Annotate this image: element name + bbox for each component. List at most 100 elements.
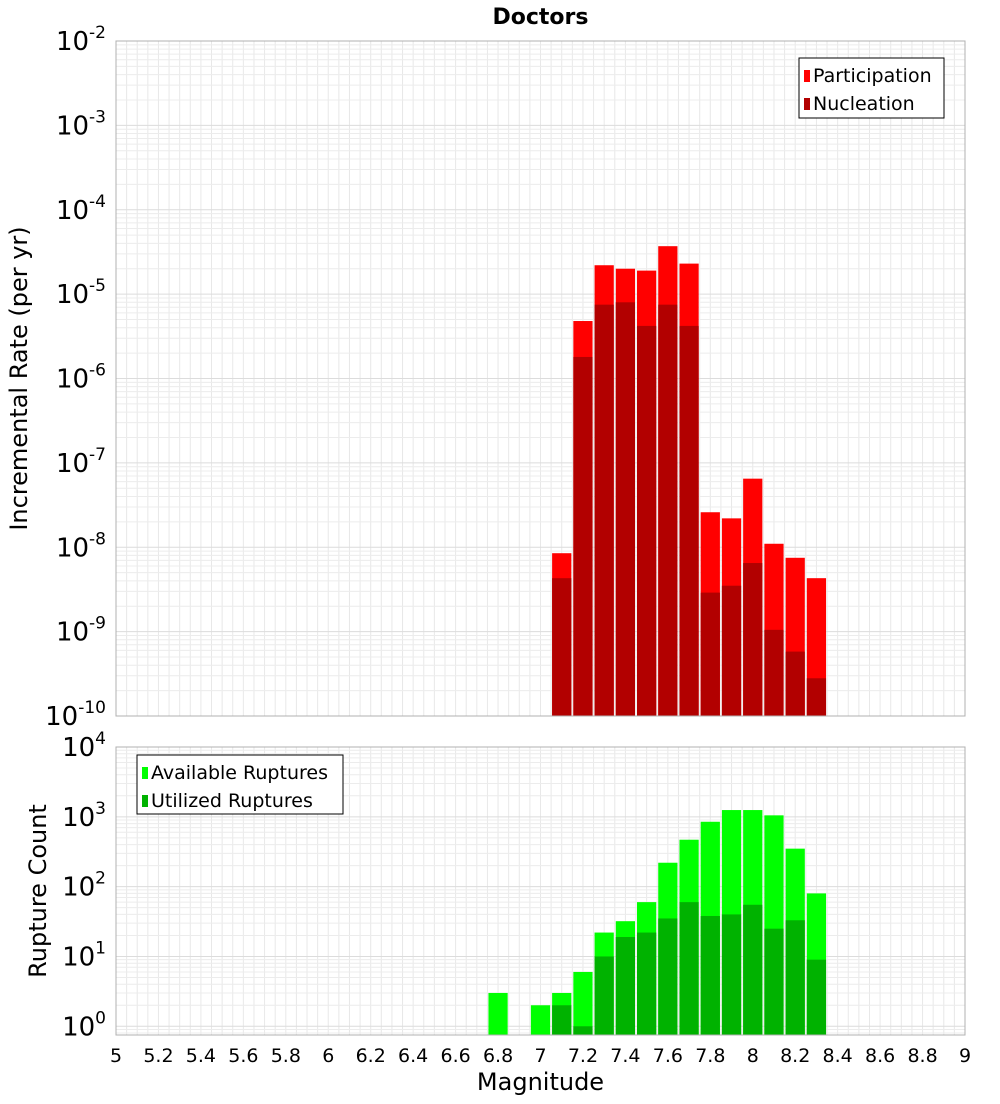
- top-ytick-exponent: -6: [89, 361, 106, 381]
- top-bar: [785, 651, 805, 716]
- top-ytick-label: 10-4: [56, 192, 106, 226]
- bottom-plot-frame: [115, 746, 966, 1036]
- bottom-legend-label: Utilized Ruptures: [151, 790, 313, 812]
- bottom-bar: [700, 915, 720, 1035]
- top-plot-frame: [115, 40, 966, 717]
- x-axis-label: Magnitude: [477, 1068, 604, 1096]
- bottom-ytick-exponent: 0: [95, 1008, 106, 1028]
- bottom-ytick-exponent: 3: [95, 799, 106, 819]
- bottom-legend: Available Ruptures Utilized Ruptures: [136, 754, 344, 815]
- top-legend-label: Nucleation: [813, 93, 915, 115]
- top-ytick-exponent: -9: [89, 614, 106, 634]
- x-tick-label: 8.4: [823, 1045, 853, 1067]
- top-bar: [721, 585, 742, 716]
- x-tick-label: 5.2: [143, 1045, 173, 1067]
- bottom-bar: [615, 936, 636, 1035]
- bottom-ytick-base: 10: [62, 1012, 95, 1042]
- top-legend-swatch: [804, 70, 810, 82]
- bottom-ytick-label: 103: [62, 799, 106, 833]
- bottom-bar: [573, 1026, 593, 1035]
- bottom-ytick-base: 10: [62, 733, 95, 763]
- bottom-legend-label: Available Ruptures: [151, 762, 328, 784]
- bottom-ytick-label: 102: [62, 869, 106, 903]
- top-ytick-label: 10-9: [56, 614, 106, 648]
- x-tick-label: 5: [110, 1045, 122, 1067]
- x-tick-label: 8.2: [780, 1045, 810, 1067]
- top-bar: [764, 629, 784, 716]
- x-tick-label: 6.8: [483, 1045, 513, 1067]
- bottom-bar: [785, 920, 805, 1035]
- top-ytick-label: 10-5: [56, 276, 106, 310]
- top-ytick-label: 10-7: [56, 445, 106, 479]
- bottom-bar: [743, 904, 763, 1035]
- x-tick-label: 8.8: [907, 1045, 937, 1067]
- bottom-bar: [637, 932, 657, 1035]
- top-ytick-exponent: -4: [89, 192, 106, 212]
- x-tick-label: 6.2: [356, 1045, 386, 1067]
- top-bar: [615, 302, 636, 716]
- top-bar: [806, 678, 827, 716]
- top-ytick-label: 10-8: [56, 529, 106, 563]
- top-bar: [658, 304, 678, 716]
- top-bar: [743, 563, 763, 716]
- top-ytick-base: 10: [56, 449, 89, 479]
- bottom-bar: [594, 956, 614, 1035]
- bottom-ytick-base: 10: [62, 942, 95, 972]
- x-tick-label: 7: [534, 1045, 546, 1067]
- bottom-bar: [530, 1005, 551, 1035]
- top-ytick-label: 10-6: [56, 361, 106, 395]
- top-ytick-base: 10: [56, 196, 89, 226]
- bottom-ytick-exponent: 4: [95, 729, 106, 749]
- top-ytick-exponent: -7: [89, 445, 106, 465]
- bottom-legend-swatch: [142, 767, 148, 779]
- x-tick-label: 5.6: [228, 1045, 258, 1067]
- top-ytick-exponent: -8: [89, 529, 106, 549]
- x-tick-label: 9: [959, 1045, 971, 1067]
- bottom-bar: [488, 992, 508, 1035]
- top-legend: Participation Nucleation: [798, 57, 945, 119]
- bottom-ytick-label: 100: [62, 1008, 106, 1042]
- bottom-bar: [679, 902, 699, 1035]
- bottom-ytick-base: 10: [62, 803, 95, 833]
- top-bar: [679, 325, 699, 716]
- x-tick-label: 6.6: [440, 1045, 470, 1067]
- top-y-axis-label: Incremental Rate (per yr): [5, 226, 33, 530]
- bottom-y-axis-label: Rupture Count: [24, 804, 52, 978]
- x-tick-label: 6.4: [398, 1045, 428, 1067]
- top-ytick-base: 10: [56, 27, 89, 57]
- bottom-ytick-exponent: 1: [95, 938, 106, 958]
- bottom-ytick-exponent: 2: [95, 869, 106, 889]
- top-bar: [594, 304, 614, 716]
- chart-title: Doctors: [493, 5, 589, 30]
- top-ytick-label: 10-2: [56, 23, 106, 57]
- bottom-ytick-label: 104: [62, 729, 106, 763]
- bottom-bar: [552, 1005, 572, 1035]
- x-tick-label: 6: [322, 1045, 334, 1067]
- x-tick-label: 5.8: [271, 1045, 301, 1067]
- bottom-bar: [764, 928, 784, 1035]
- top-ytick-exponent: -5: [89, 276, 106, 296]
- top-legend-swatch: [804, 98, 810, 110]
- top-series-1: [552, 302, 827, 716]
- bottom-bar: [721, 914, 742, 1035]
- top-ytick-label: 10-10: [45, 698, 106, 732]
- x-tick-label: 7.2: [568, 1045, 598, 1067]
- top-legend-label: Participation: [813, 65, 932, 87]
- top-ytick-exponent: -2: [89, 23, 106, 43]
- bottom-bar: [806, 959, 827, 1035]
- x-tick-label: 8.6: [865, 1045, 895, 1067]
- top-bar: [573, 356, 593, 716]
- bottom-bar: [573, 971, 593, 1035]
- top-ytick-base: 10: [56, 533, 89, 563]
- x-tick-label: 7.8: [695, 1045, 725, 1067]
- top-ytick-base: 10: [56, 111, 89, 141]
- top-bar: [552, 578, 572, 716]
- x-tick-label: 7.4: [610, 1045, 640, 1067]
- bottom-series-1: [552, 902, 827, 1035]
- top-ytick-base: 10: [56, 618, 89, 648]
- bottom-ytick-base: 10: [62, 873, 95, 903]
- top-ytick-exponent: -3: [89, 107, 106, 127]
- top-ytick-base: 10: [56, 365, 89, 395]
